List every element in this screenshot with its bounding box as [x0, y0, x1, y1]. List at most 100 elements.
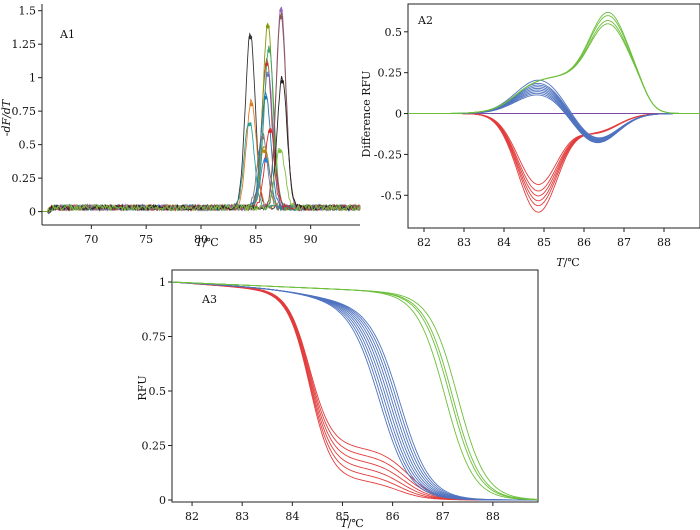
a1-series-p2 — [42, 98, 361, 213]
a3-x-tick-label-84: 84 — [285, 510, 299, 523]
a1-peak-marker-p9 — [266, 73, 270, 77]
a1-series-p15 — [42, 76, 361, 214]
a2-series-blue-3 — [408, 84, 700, 140]
panel-a1: 70 75 80 85 90 0 0.25 0.5 0.75 1 1.25 1.5 A1 -dF/d… — [0, 4, 361, 249]
a1-peak-marker-p4 — [260, 136, 265, 140]
a1-x-axis-title-var: T — [195, 236, 204, 249]
a1-y-tick-label-1.25: 1.25 — [12, 38, 37, 51]
a1-y-tick-label-0.75: 0.75 — [12, 105, 37, 118]
a2-y-ticks: -0.5 -0.25 0 0.25 0.5 — [374, 26, 408, 202]
a1-peak-marker-p2 — [249, 102, 254, 107]
a2-x-axis-title-unit: /℃ — [564, 256, 580, 269]
a2-y-tick-label-0: 0 — [395, 108, 402, 121]
a1-x-ticks: 70 75 80 85 90 — [84, 225, 318, 246]
a3-series-green-4 — [171, 281, 539, 500]
a1-peak-marker-p8 — [266, 24, 270, 29]
panel-a2: 82 83 84 85 86 87 88 -0.5 -0.25 0 0.25 0.5 A2 Diff… — [360, 3, 700, 269]
a2-panel-label: A2 — [417, 14, 433, 27]
a2-y-tick-label--0.25: -0.25 — [374, 148, 402, 161]
a1-x-axis-title: T/℃ — [195, 236, 218, 249]
a3-y-tick-label-0.25: 0.25 — [142, 440, 167, 453]
a2-x-tick-label-86: 86 — [577, 236, 591, 249]
a3-x-ticks: 82 83 84 85 86 87 88 — [185, 502, 500, 523]
a3-y-tick-label-0.5: 0.5 — [149, 385, 167, 398]
a2-series-green-3 — [408, 20, 700, 114]
a1-y-tick-label-0.25: 0.25 — [12, 172, 37, 185]
a3-x-tick-label-88: 88 — [486, 510, 500, 523]
a1-peak-marker-p16 — [278, 149, 282, 154]
a3-y-tick-label-0.75: 0.75 — [142, 331, 167, 344]
a1-series-p5 — [42, 146, 361, 213]
a2-plot-frame — [407, 3, 700, 229]
a2-x-tick-label-85: 85 — [537, 236, 551, 249]
a3-series-blue-7 — [171, 281, 539, 501]
a3-x-axis-title: T/℃ — [340, 517, 363, 530]
a3-series-blue-9 — [171, 281, 538, 501]
a2-series-green-4 — [408, 23, 700, 114]
a2-y-axis-title: Difference RFU — [360, 71, 373, 158]
a3-x-tick-label-83: 83 — [235, 510, 249, 523]
a1-peak-marker-p5 — [262, 149, 267, 154]
a2-series-blue-6 — [408, 89, 700, 142]
a2-series-blue-1 — [408, 79, 700, 139]
a2-series-blue-7 — [408, 91, 700, 142]
a1-y-axis-title: -dF/dT — [0, 98, 13, 136]
a3-panel-label: A3 — [201, 293, 217, 306]
a1-peak-marker-p13 — [279, 8, 283, 13]
a3-y-tick-label-0: 0 — [159, 494, 166, 507]
a3-series-group — [171, 281, 539, 501]
a1-series-p16 — [42, 148, 361, 213]
a1-x-tick-label-80: 80 — [194, 233, 208, 246]
a2-x-axis-title: T/℃ — [556, 256, 579, 269]
a2-x-axis-title-var: T — [556, 256, 565, 269]
a1-peak-marker-p7 — [264, 62, 269, 67]
a1-x-axis-title-unit: /℃ — [203, 236, 219, 249]
a2-y-tick-label-0.25: 0.25 — [378, 67, 403, 80]
a3-x-tick-label-87: 87 — [436, 510, 450, 523]
a1-x-tick-label-85: 85 — [249, 233, 263, 246]
a1-y-ticks: 0 0.25 0.5 0.75 1 1.25 1.5 — [12, 5, 42, 219]
a1-series-p7 — [42, 57, 361, 214]
a2-series-red-1 — [408, 113, 700, 185]
a3-x-tick-label-86: 86 — [386, 510, 400, 523]
a2-series-green-1 — [408, 11, 700, 114]
a1-x-tick-label-90: 90 — [304, 233, 318, 246]
a2-x-tick-label-87: 87 — [617, 236, 631, 249]
a1-y-tick-label-0: 0 — [29, 206, 36, 219]
a2-series-blue-9 — [408, 94, 700, 144]
a3-y-axis-title: RFU — [136, 375, 149, 400]
a2-x-tick-label-82: 82 — [417, 236, 431, 249]
a3-x-axis-title-unit: /℃ — [348, 517, 364, 530]
a1-series-p12 — [42, 127, 361, 213]
a1-peak-marker-p11 — [263, 95, 268, 100]
a1-series-p11 — [42, 91, 361, 214]
a2-series-red-5 — [408, 113, 700, 207]
a2-series-group — [408, 11, 700, 213]
a3-y-ticks: 0 0.25 0.5 0.75 1 — [142, 276, 172, 507]
a1-series-p4 — [42, 133, 361, 214]
a1-series-p10 — [42, 45, 361, 213]
a1-series-p14 — [42, 11, 361, 213]
a1-peak-marker-p1 — [248, 35, 253, 40]
a1-series-p3 — [42, 121, 361, 214]
a1-peak-marker-p10 — [267, 49, 271, 53]
a3-x-tick-label-82: 82 — [185, 510, 199, 523]
a2-y-tick-label--0.5: -0.5 — [381, 189, 402, 202]
a1-x-tick-label-75: 75 — [139, 233, 153, 246]
a1-peak-marker-p3 — [247, 122, 252, 127]
a1-y-tick-label-1.5: 1.5 — [19, 5, 37, 18]
a1-y-tick-label-1: 1 — [29, 72, 36, 85]
a1-series-p6 — [42, 156, 361, 213]
a1-peak-marker-p15 — [280, 79, 284, 84]
a1-series-p8 — [42, 22, 361, 213]
a1-peak-marker-p12 — [268, 129, 272, 134]
a1-series-group — [42, 6, 361, 215]
a2-series-blue-2 — [408, 82, 700, 139]
a1-peak-marker-p14 — [279, 15, 283, 20]
a2-series-red-6 — [408, 113, 700, 213]
a3-y-tick-label-1: 1 — [159, 276, 166, 289]
a2-x-tick-label-84: 84 — [497, 236, 511, 249]
a3-x-axis-title-var: T — [340, 517, 349, 530]
a1-panel-label: A1 — [59, 28, 75, 41]
